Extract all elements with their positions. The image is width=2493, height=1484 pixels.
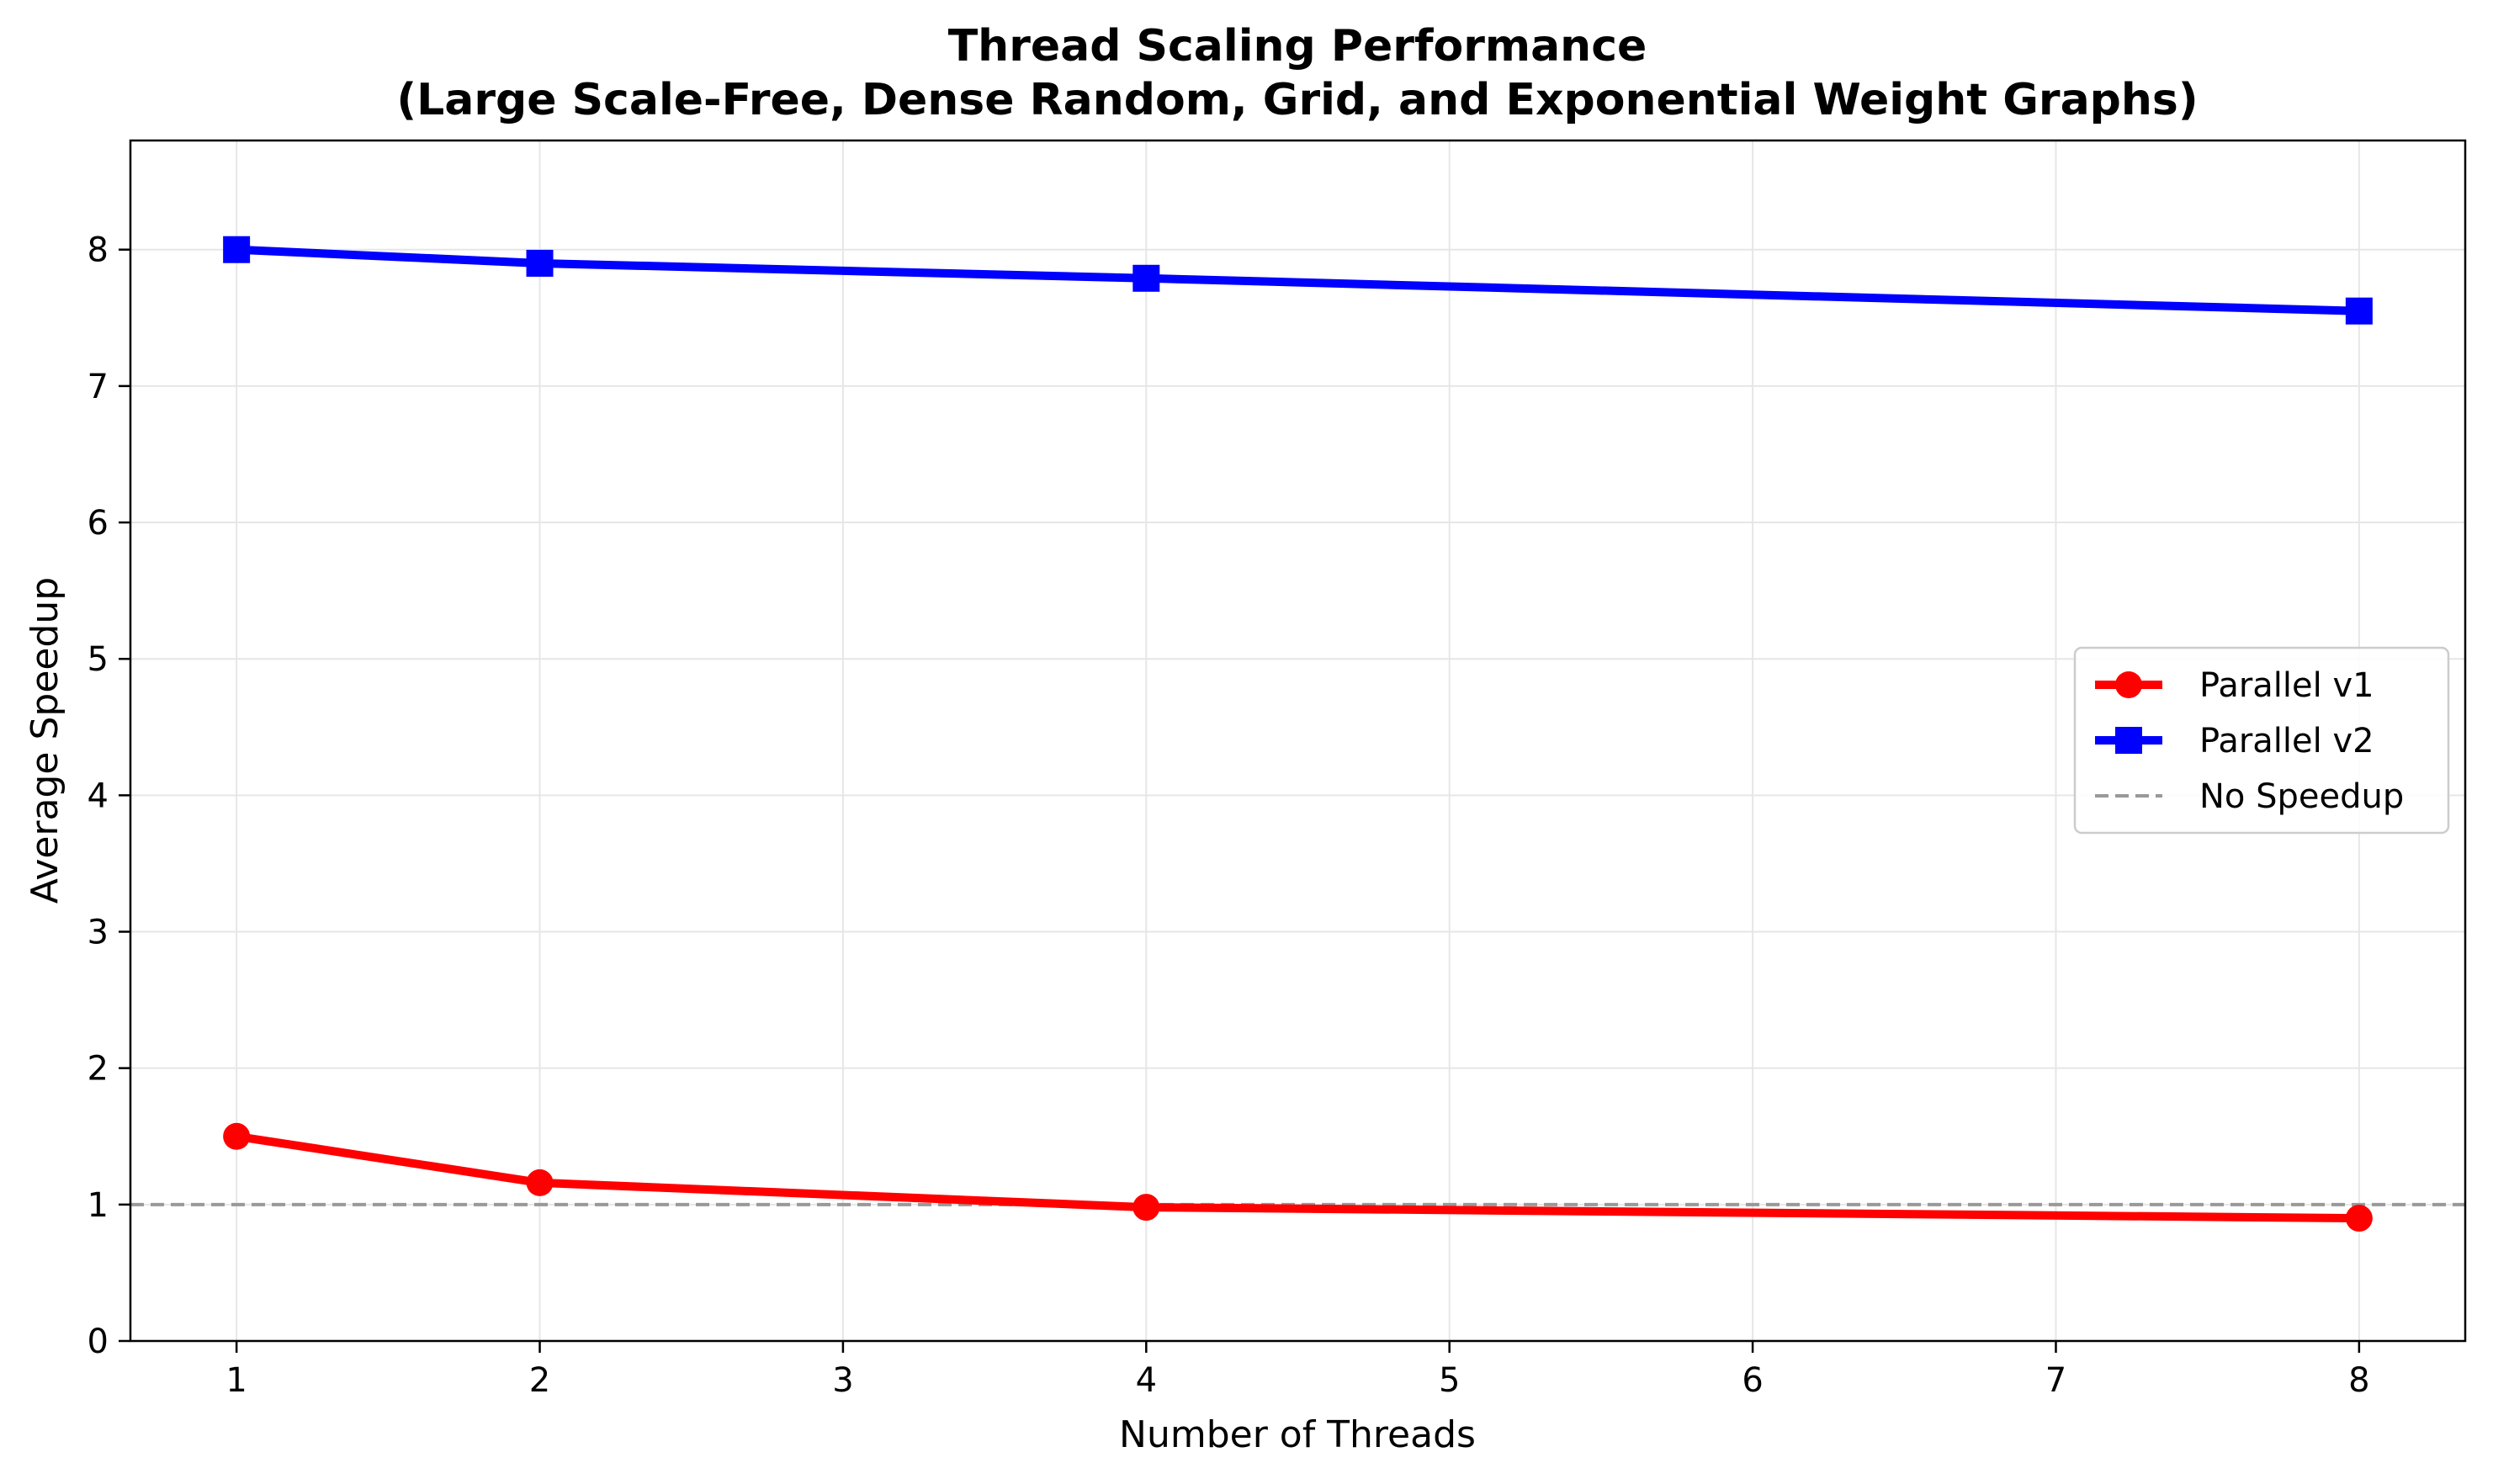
- parallel-v2-point-1: [223, 236, 251, 263]
- x-tick-label-5: 5: [1439, 1361, 1460, 1400]
- legend-box: [2073, 646, 2450, 835]
- y-tick-label-0: 0: [88, 1322, 109, 1361]
- y-axis-label: Average Speedup: [24, 577, 66, 904]
- chart-title-line-2: (Large Scale-Free, Dense Random, Grid, a…: [396, 75, 2198, 125]
- y-tick-label-6: 6: [88, 504, 109, 543]
- legend-items: Parallel v1 Parallel v2 No Speedup: [2095, 666, 2404, 816]
- x-tick-label-2: 2: [529, 1361, 550, 1400]
- legend-marker-parallel-v1: [2115, 671, 2142, 698]
- parallel-v1-point-2: [526, 1169, 554, 1196]
- parallel-v1-point-8: [2345, 1205, 2373, 1232]
- x-axis-label: Number of Threads: [1119, 1413, 1476, 1456]
- legend-label-parallel-v2: Parallel v2: [2199, 722, 2374, 761]
- legend-label-parallel-v1: Parallel v1: [2199, 666, 2374, 705]
- y-tick-label-5: 5: [88, 640, 109, 679]
- legend-marker-parallel-v2: [2115, 727, 2142, 754]
- y-tick-label-8: 8: [88, 231, 109, 270]
- parallel-v2-point-2: [526, 249, 554, 277]
- series-layer: [223, 236, 2373, 1232]
- y-tick-label-4: 4: [88, 776, 109, 815]
- x-tick-label-6: 6: [1742, 1361, 1763, 1400]
- x-tick-label-4: 4: [1136, 1361, 1157, 1400]
- parallel-v2-point-4: [1132, 264, 1160, 292]
- x-tick-label-8: 8: [2348, 1361, 2369, 1400]
- chart-title-line-1: Thread Scaling Performance: [948, 21, 1647, 72]
- axis-ticks: 1 2 3 4 5 6 7 8 0 1 2 3 4 5 6 7 8: [88, 231, 2370, 1400]
- plot-frame: [129, 139, 2467, 1343]
- legend: Parallel v1 Parallel v2 No Speedup: [2073, 646, 2450, 835]
- parallel-v1-point-1: [223, 1122, 251, 1150]
- legend-label-no-speedup: No Speedup: [2199, 777, 2404, 816]
- y-tick-label-1: 1: [88, 1186, 109, 1225]
- parallel-v2-point-8: [2345, 297, 2373, 325]
- x-tick-label-1: 1: [225, 1361, 247, 1400]
- y-tick-label-2: 2: [88, 1050, 109, 1089]
- y-tick-label-7: 7: [88, 368, 109, 406]
- parallel-v1-line: [232, 1132, 2363, 1223]
- y-tick-label-3: 3: [88, 914, 109, 952]
- parallel-v1-point-4: [1132, 1194, 1160, 1222]
- x-tick-label-3: 3: [832, 1361, 853, 1400]
- x-tick-label-7: 7: [2045, 1361, 2066, 1400]
- parallel-v2-line: [232, 245, 2363, 315]
